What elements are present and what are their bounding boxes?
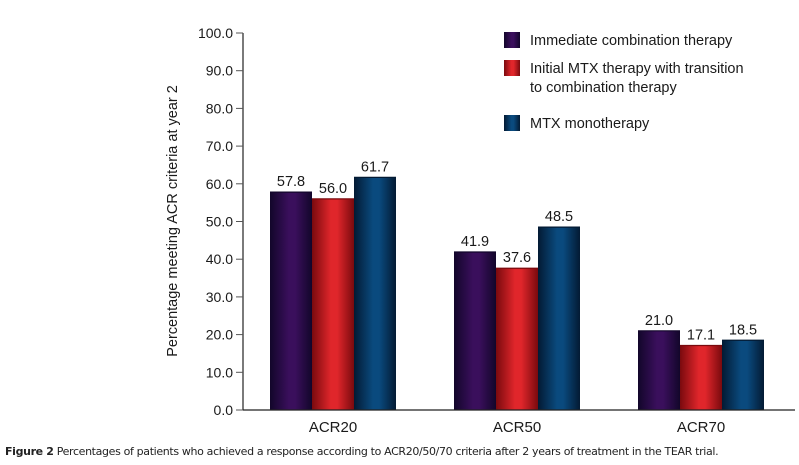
data-label: 18.5 xyxy=(729,322,757,338)
bar-chart: 0.0 10.0 20.0 30.0 40.0 50.0 60.0 70.0 80.0 90.0 1… xyxy=(165,25,795,436)
y-axis: 0.0 10.0 20.0 30.0 40.0 50.0 60.0 70.0 80.0 90.0 1… xyxy=(198,25,244,418)
data-label: 37.6 xyxy=(503,250,531,266)
bars: 57.8 56.0 61.7 41.9 37.6 48.5 21.0 17.1 18.5 xyxy=(270,159,764,410)
data-label: 61.7 xyxy=(361,159,389,175)
y-tick-label: 80.0 xyxy=(206,100,233,116)
bar-acr20-series-1 xyxy=(270,192,312,410)
bar-acr50-series-3 xyxy=(538,227,580,410)
y-tick-label: 20.0 xyxy=(206,327,233,343)
bar-acr70-series-2 xyxy=(680,345,722,410)
bar-acr50-series-1 xyxy=(454,252,496,410)
x-tick-label: ACR50 xyxy=(493,419,541,436)
y-tick-label: 100.0 xyxy=(198,25,233,41)
data-label: 56.0 xyxy=(319,181,347,197)
y-tick-label: 0.0 xyxy=(214,402,234,418)
y-tick-label: 90.0 xyxy=(206,63,233,79)
bar-acr50-series-2 xyxy=(496,268,538,410)
bar-acr20-series-3 xyxy=(354,177,396,410)
bar-acr20-series-2 xyxy=(312,198,354,410)
figure-label: Figure 2 xyxy=(5,445,54,458)
legend-label: to combination therapy xyxy=(530,80,677,96)
legend-label: MTX monotherapy xyxy=(530,116,650,132)
data-label: 17.1 xyxy=(687,328,715,344)
x-axis: ACR20 ACR50 ACR70 xyxy=(243,409,795,436)
y-tick-label: 40.0 xyxy=(206,251,233,267)
bar-acr70-series-1 xyxy=(638,330,680,410)
y-axis-label: Percentage meeting ACR criteria at year … xyxy=(165,85,181,357)
y-tick-label: 10.0 xyxy=(206,364,233,380)
x-tick-label: ACR20 xyxy=(309,419,357,436)
legend-swatch xyxy=(504,60,520,76)
data-label: 21.0 xyxy=(645,313,673,329)
legend-swatch xyxy=(504,115,520,131)
y-tick-label: 30.0 xyxy=(206,289,233,305)
bar-acr70-series-3 xyxy=(722,340,764,410)
data-label: 48.5 xyxy=(545,209,573,225)
legend: Immediate combination therapy Initial MTX… xyxy=(504,32,744,132)
legend-label: Initial MTX therapy with transition xyxy=(530,61,744,77)
y-tick-label: 70.0 xyxy=(206,138,233,154)
data-label: 41.9 xyxy=(461,234,489,250)
y-tick-label: 60.0 xyxy=(206,176,233,192)
x-tick-label: ACR70 xyxy=(677,419,725,436)
caption-text: Percentages of patients who achieved a r… xyxy=(53,445,719,458)
data-label: 57.8 xyxy=(277,174,305,190)
legend-swatch xyxy=(504,32,520,48)
legend-label: Immediate combination therapy xyxy=(530,33,733,49)
figure-caption: Figure 2 Percentages of patients who ach… xyxy=(5,445,719,458)
y-tick-label: 50.0 xyxy=(206,214,233,230)
